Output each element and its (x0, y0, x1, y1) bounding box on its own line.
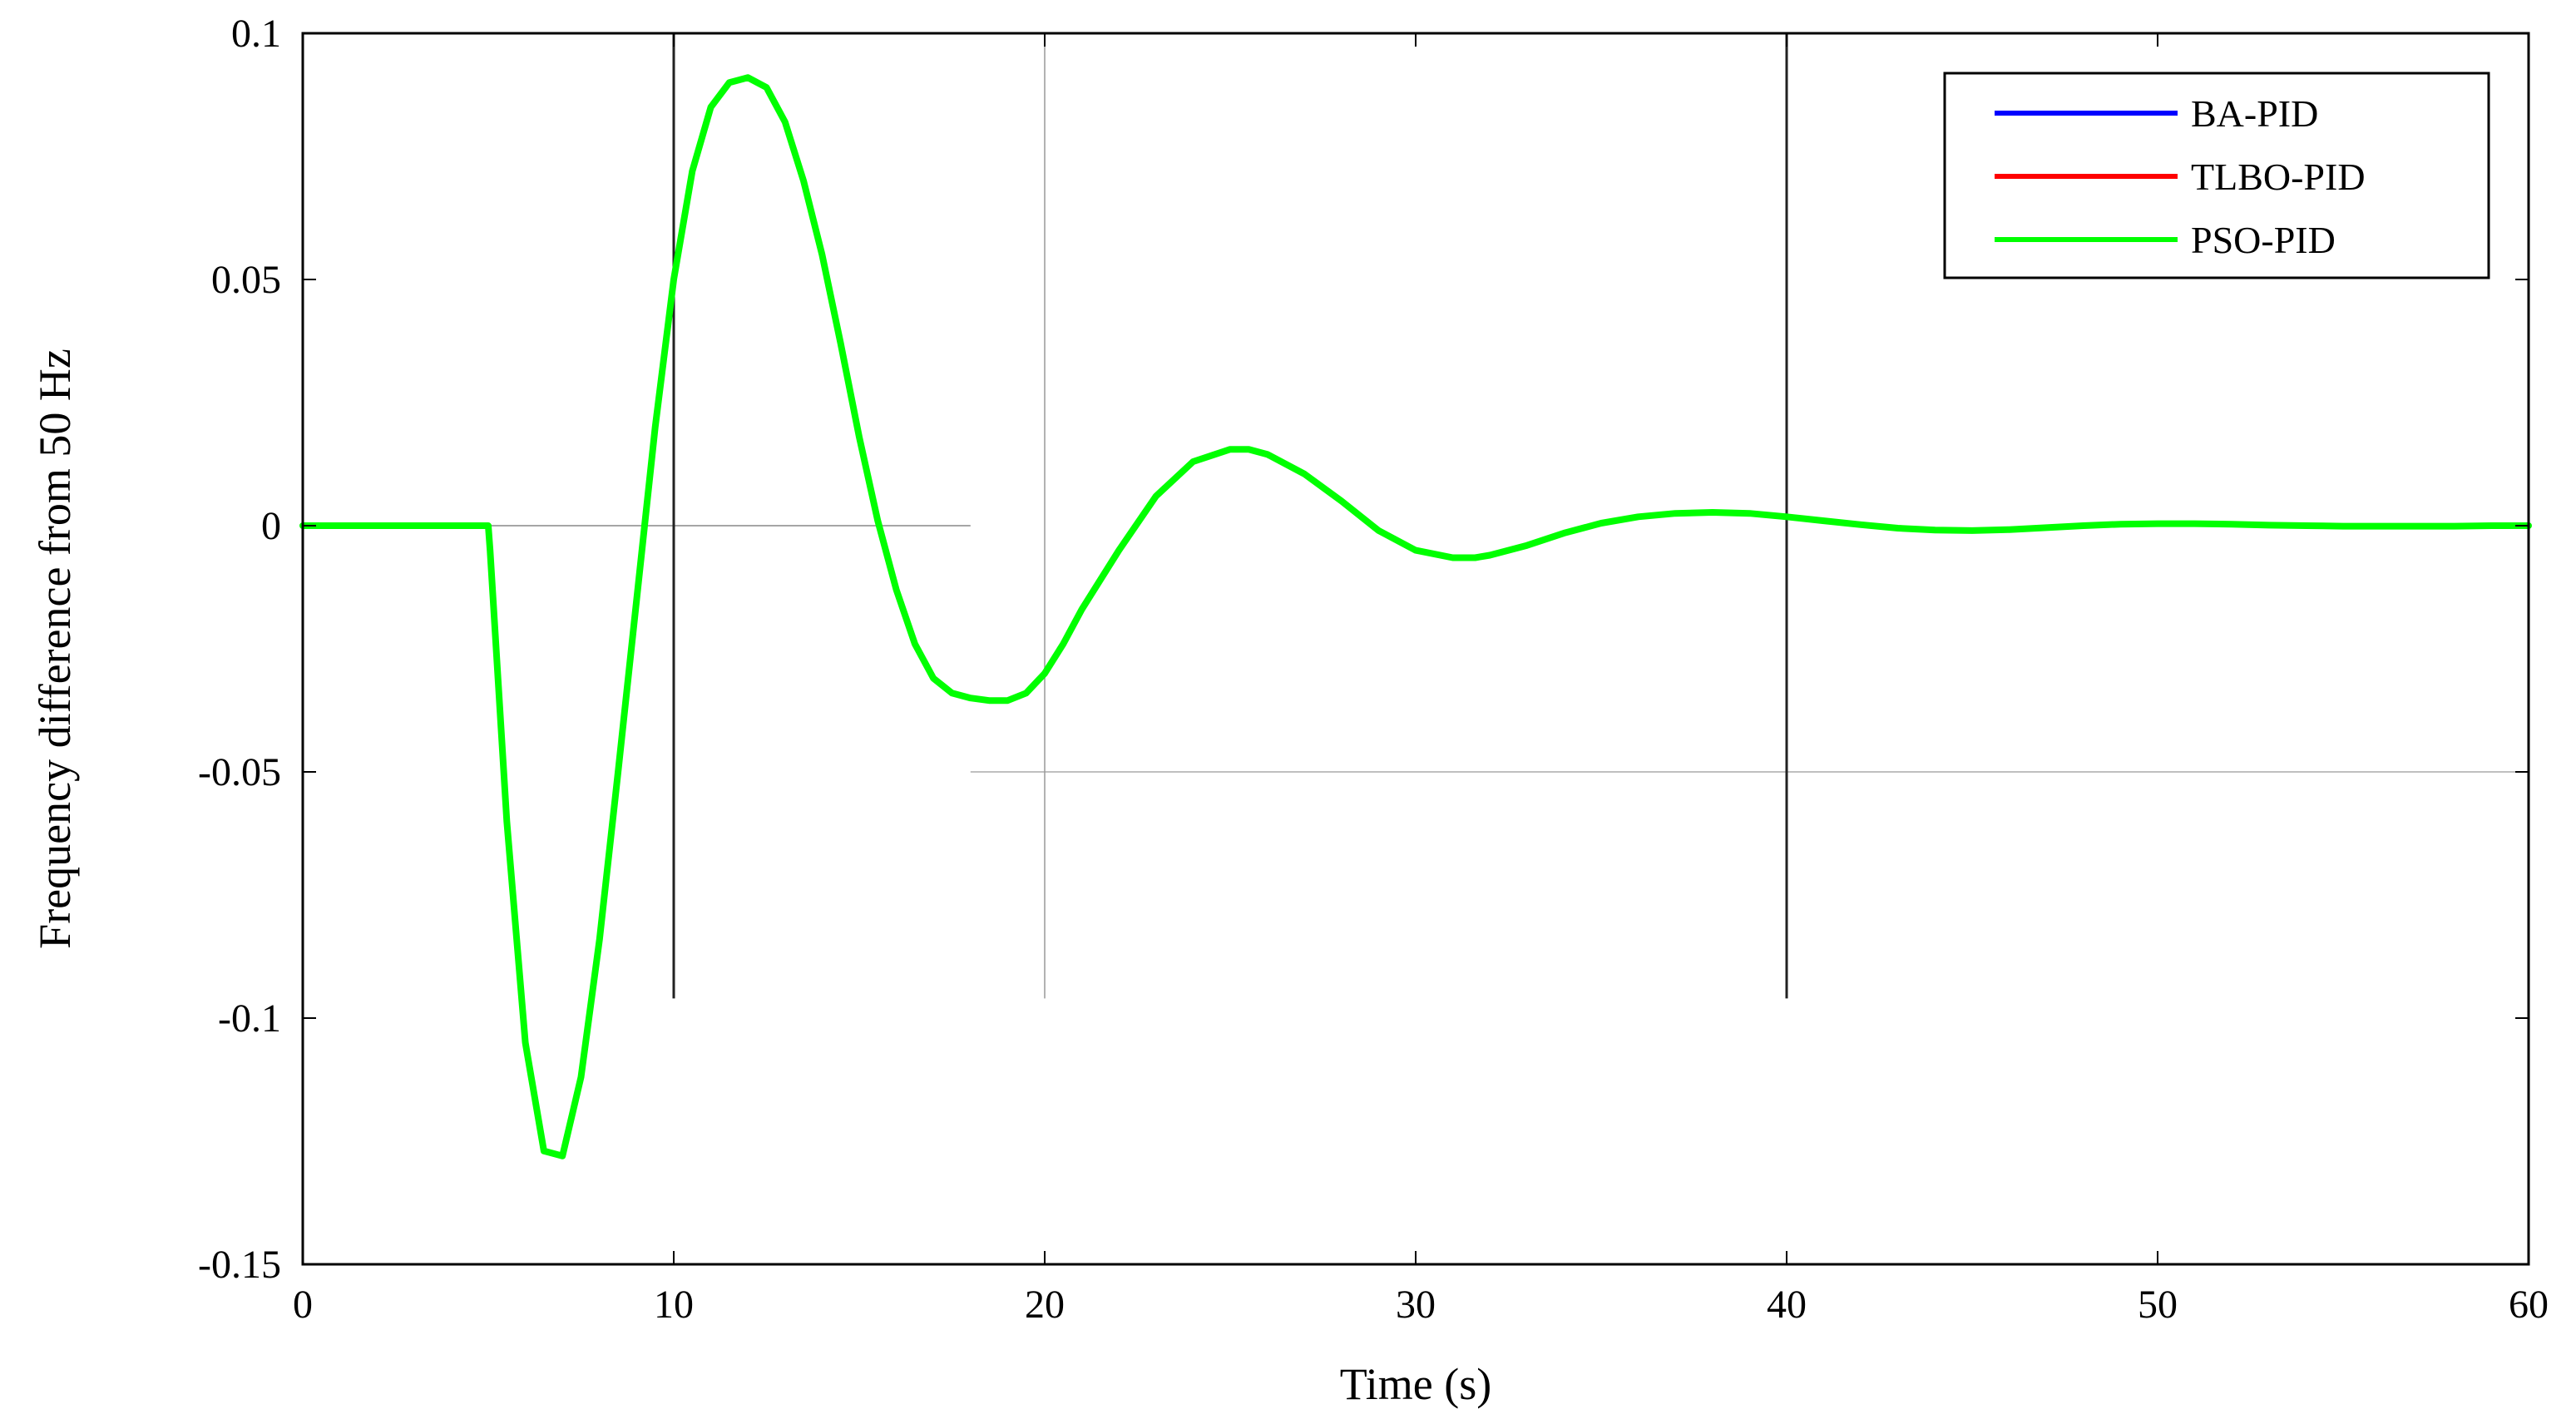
legend-entry-label: TLBO-PID (2191, 156, 2366, 198)
y-tick-label: 0.1 (231, 12, 281, 56)
y-axis-ticks: -0.15 -0.1 -0.05 0 0.05 0.1 (198, 12, 2529, 1287)
legend-entry-label: BA-PID (2191, 92, 2318, 135)
x-tick-label: 60 (2509, 1283, 2549, 1327)
y-tick-label: -0.15 (198, 1243, 281, 1287)
x-tick-label: 0 (293, 1283, 313, 1327)
legend-entry-label: PSO-PID (2191, 219, 2336, 261)
x-tick-label: 50 (2138, 1283, 2178, 1327)
y-axis-label: Frequency difference from 50 Hz (30, 349, 80, 949)
series-line-pso-pid (299, 74, 2532, 1159)
y-tick-label: 0.05 (211, 258, 281, 302)
x-tick-label: 20 (1025, 1283, 1065, 1327)
x-axis-label: Time (s) (1340, 1359, 1492, 1409)
series-lines (299, 74, 2532, 1159)
y-tick-label: -0.05 (198, 750, 281, 794)
x-axis-ticks: 0 10 20 30 40 50 60 (293, 33, 2549, 1327)
x-tick-label: 40 (1767, 1283, 1807, 1327)
y-tick-label: -0.1 (218, 996, 281, 1041)
legend: BA-PID TLBO-PID PSO-PID (1943, 72, 2490, 279)
x-tick-label: 10 (654, 1283, 694, 1327)
x-tick-label: 30 (1396, 1283, 1436, 1327)
y-tick-label: 0 (261, 504, 281, 548)
